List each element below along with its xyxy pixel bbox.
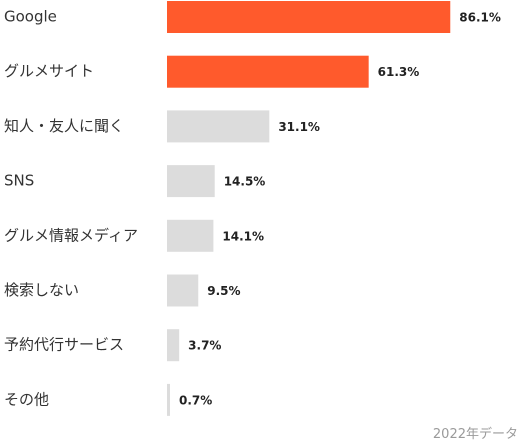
category-label: グルメ情報メディア: [4, 226, 138, 244]
value-label: 9.5%: [207, 284, 240, 298]
category-label: 知人・友人に聞く: [4, 117, 124, 135]
category-label: 検索しない: [4, 281, 79, 299]
bar: [167, 274, 199, 307]
category-label: その他: [4, 390, 49, 408]
bar: [167, 55, 369, 88]
bar: [167, 165, 215, 198]
value-label: 14.5%: [224, 175, 266, 189]
bar: [167, 383, 170, 416]
value-label: 3.7%: [188, 339, 221, 353]
value-label: 61.3%: [378, 65, 420, 79]
bar: [167, 329, 180, 362]
value-label: 86.1%: [459, 11, 501, 25]
bar: [167, 1, 451, 33]
category-label: 予約代行サービス: [4, 336, 124, 354]
bar: [167, 219, 214, 252]
value-label: 14.1%: [222, 229, 264, 243]
value-label: 31.1%: [278, 120, 320, 134]
category-label: Google: [4, 8, 57, 26]
bar: [167, 110, 270, 143]
category-label: グルメサイト: [4, 62, 94, 80]
value-label: 0.7%: [179, 393, 212, 407]
data-year-footnote: 2022年データ: [432, 427, 518, 442]
category-label: SNS: [4, 172, 34, 190]
